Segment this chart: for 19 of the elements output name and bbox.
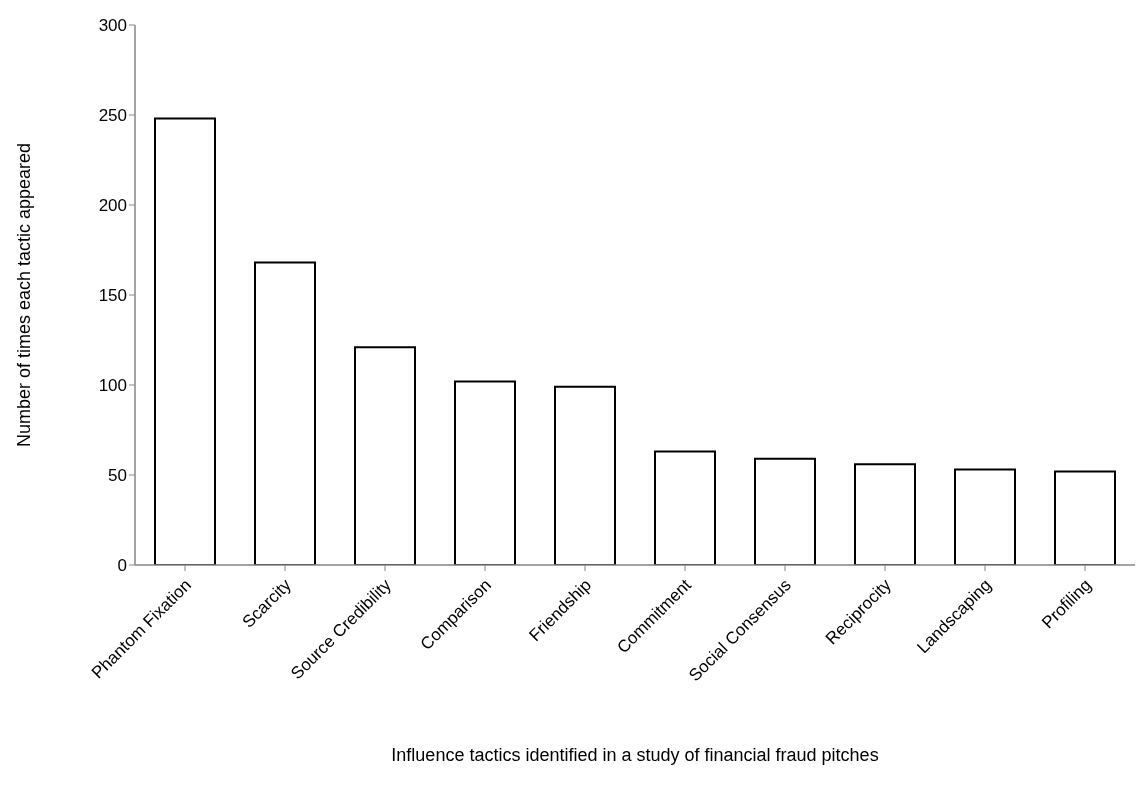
- bar: [754, 457, 816, 565]
- bar: [1054, 470, 1116, 565]
- bar: [154, 117, 216, 565]
- y-tick-label: 50: [108, 466, 127, 486]
- bar: [354, 346, 416, 565]
- y-tick-label: 200: [98, 196, 127, 216]
- bar: [854, 463, 916, 565]
- y-tick-label: 150: [98, 286, 127, 306]
- bar: [954, 468, 1016, 565]
- y-tick-label: 0: [117, 556, 127, 576]
- x-axis-title: Influence tactics identified in a study of financial fraud pitches: [391, 745, 879, 765]
- y-tick-label: 100: [98, 376, 127, 396]
- bar: [554, 385, 616, 565]
- y-tick-label: 250: [98, 106, 127, 126]
- bar: [254, 261, 316, 565]
- y-tick-label: 300: [98, 16, 127, 36]
- y-axis-title: Number of times each tactic appeared: [14, 142, 35, 448]
- bar: [654, 450, 716, 565]
- bar: [454, 380, 516, 565]
